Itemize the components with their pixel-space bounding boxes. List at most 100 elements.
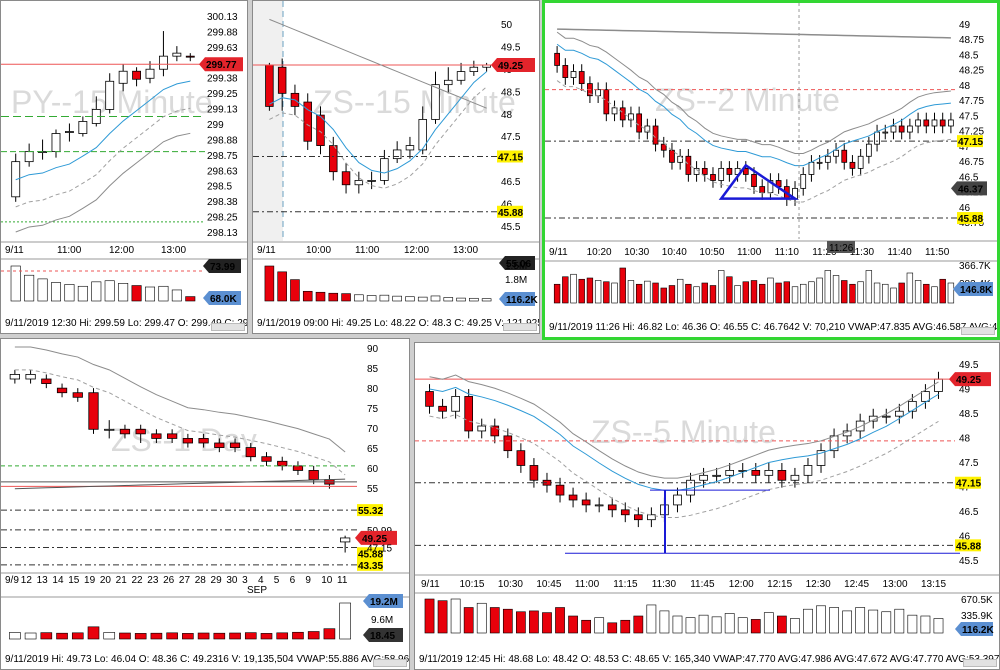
volume-bar — [197, 632, 210, 640]
level-tag: 45.88 — [358, 549, 383, 560]
horizontal-scrollbar[interactable] — [211, 323, 245, 331]
volume-axis-tick: 335.9K — [961, 611, 993, 622]
band-lower — [429, 413, 939, 519]
horizontal-scrollbar[interactable] — [503, 323, 537, 331]
price-axis-tick: 47.25 — [959, 127, 984, 138]
volume-bar — [430, 295, 441, 302]
candle-up — [418, 119, 427, 151]
time-axis-tick: 26 — [163, 575, 175, 586]
price-tag: 299.77 — [206, 60, 237, 71]
volume-bar — [366, 295, 377, 302]
volume-bar — [392, 295, 402, 302]
chart-svg-py-15: PY--15 Minute300.13299.88299.63299.5299.… — [1, 1, 247, 333]
volume-bar — [264, 265, 275, 302]
candle-down — [490, 425, 500, 437]
volume-bar — [803, 608, 813, 634]
watermark: ZS--5 Minute — [591, 414, 776, 450]
volume-bar — [450, 598, 461, 634]
time-axis-tick: 19 — [84, 575, 96, 586]
candle-down — [316, 114, 325, 146]
volume-bar — [603, 281, 610, 304]
price-axis-tick: 50 — [501, 20, 513, 31]
volume-tag: 68.0K — [210, 294, 237, 305]
volume-bar — [463, 607, 474, 634]
candle-down — [607, 504, 617, 511]
price-axis-tick: 48 — [959, 434, 971, 445]
chart-window-zs-2[interactable]: ZS--2 Minute 49 48.75 48.5 48.25 48 47.75 47.5 4… — [542, 0, 1000, 340]
price-axis-tick: 299.88 — [207, 27, 238, 38]
candle-down — [685, 155, 692, 175]
chart-window-zs-1d[interactable]: ZS--1 Day90858075706560555055.3250.9949.… — [0, 338, 410, 670]
candle-down — [669, 149, 675, 163]
time-axis-tick: 11:50 — [925, 247, 950, 258]
candle-down — [581, 499, 591, 506]
level-tag-bg — [497, 150, 523, 163]
volume-bar — [882, 283, 889, 304]
level-tick: 47.15 — [367, 543, 392, 554]
volume-bar — [37, 278, 48, 302]
price-axis-tick: 46 — [501, 200, 513, 211]
price-tag: 49.25 — [362, 534, 387, 545]
candle-up — [907, 125, 913, 133]
volume-bar — [9, 632, 21, 640]
band-lower — [15, 107, 191, 208]
time-axis-tick: 12:00 — [404, 245, 429, 256]
time-axis-tick: 13:00 — [883, 579, 908, 590]
candle-up — [718, 167, 725, 181]
volume-bar — [763, 612, 774, 634]
time-axis-tick: 11 — [337, 575, 348, 586]
candle-down — [516, 450, 526, 466]
time-axis-tick: 13 — [37, 575, 49, 586]
chart-window-zs-5[interactable]: ZS--5 Minute49.54948.54847.54746.54645.5… — [414, 342, 1000, 670]
volume-max-tag-bg — [499, 256, 535, 270]
volume-bar — [791, 286, 799, 304]
price-tag-bg — [951, 181, 987, 196]
horizontal-scrollbar[interactable] — [963, 659, 997, 667]
volume-bar — [244, 632, 257, 640]
chart-window-py-15[interactable]: PY--15 Minute300.13299.88299.63299.5299.… — [0, 0, 248, 334]
volume-bar — [607, 622, 618, 634]
price-axis-tick: 47.5 — [501, 132, 521, 143]
price-axis-tick: 49.5 — [501, 42, 521, 53]
volume-bar — [323, 628, 336, 640]
candle-down — [214, 442, 225, 448]
candle-up — [712, 474, 721, 477]
time-axis-tick: 27 — [179, 575, 191, 586]
price-axis-tick: 298.25 — [207, 213, 238, 224]
ma-line — [269, 18, 487, 109]
candle-down — [341, 171, 351, 186]
candle-up — [477, 425, 487, 432]
price-axis-tick: 299.38 — [207, 74, 238, 85]
price-axis-tick: 46.75 — [959, 157, 984, 168]
volume-bar — [841, 280, 848, 304]
candle-up — [392, 149, 402, 160]
price-axis-tick: 300.13 — [207, 12, 238, 23]
volume-bar — [742, 281, 749, 304]
volume-bar — [292, 631, 304, 640]
volume-bar — [775, 282, 782, 304]
chart-window-zs-15[interactable]: ZS--15 Minute5049.54948.54847.54746.5464… — [252, 0, 540, 334]
horizontal-scrollbar[interactable] — [373, 659, 407, 667]
time-axis-tick: 9/9 — [5, 575, 19, 586]
price-axis-tick: 298.13 — [207, 228, 238, 239]
candle-down — [849, 161, 856, 169]
candle-down — [182, 438, 193, 444]
volume-max-tag: 73.99 — [210, 262, 235, 273]
candle-down — [939, 119, 946, 127]
volume-tag-bg — [955, 622, 993, 636]
volume-bar — [619, 267, 626, 304]
volume-bar — [260, 633, 273, 640]
level-tag-bg — [497, 205, 523, 218]
candle-up — [158, 55, 168, 70]
price-axis-tick: 49 — [959, 20, 971, 31]
time-axis-tick: 10:45 — [536, 579, 561, 590]
candle-up — [931, 119, 938, 127]
candle-down — [277, 66, 287, 94]
volume-bar — [578, 278, 585, 304]
price-axis-tick: 48.75 — [959, 35, 984, 46]
horizontal-scrollbar[interactable] — [961, 327, 995, 335]
volume-bar — [709, 285, 717, 304]
candle-up — [890, 125, 897, 133]
time-axis-tick: 11:10 — [775, 247, 800, 258]
level-tag: 43.35 — [358, 561, 383, 572]
